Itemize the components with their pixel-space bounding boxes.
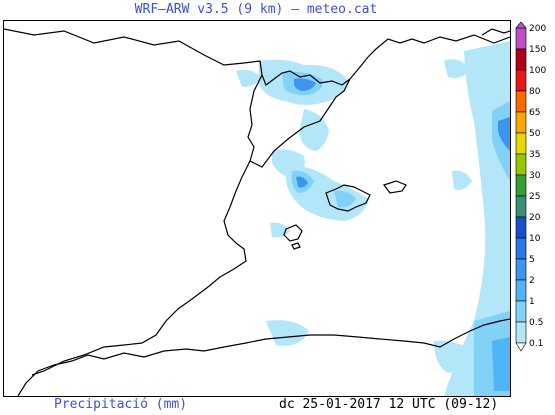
precipitation-legend: 200 150 100 80 65 50 35 30 25 20 10 5 2 1 0.5 0.1 — [514, 20, 554, 376]
legend-label-1: 1 — [529, 297, 535, 307]
legend-label-30: 30 — [529, 171, 541, 181]
precipitation-field — [236, 41, 510, 396]
legend-label-35: 35 — [529, 150, 540, 160]
map-title: WRF—ARW v3.5 (9 km) — meteo.cat — [134, 2, 378, 17]
legend-swatch-5 — [515, 258, 527, 281]
legend-swatch-0.5 — [515, 321, 527, 344]
coastline-spain-southeast — [31, 160, 251, 376]
legend-label-20: 20 — [529, 213, 541, 223]
legend-swatch-1 — [515, 300, 527, 323]
legend-label-150: 150 — [529, 45, 546, 55]
precip-area-southeast-max — [492, 337, 510, 391]
coastlines — [4, 28, 510, 396]
legend-swatch-25 — [515, 195, 527, 218]
legend-swatch-80 — [515, 90, 527, 113]
legend-label-50: 50 — [529, 129, 541, 139]
precip-area-pyrenees-max — [294, 78, 316, 91]
precip-area-east-north — [444, 59, 470, 78]
legend-swatch-50 — [515, 132, 527, 155]
legend-swatch-2 — [515, 279, 527, 302]
legend-bottom-cap — [515, 342, 527, 352]
map-canvas — [4, 28, 510, 396]
legend-label-200: 200 — [529, 24, 546, 34]
variable-label: Precipitació (mm) — [54, 397, 188, 412]
legend-swatch-10 — [515, 237, 527, 260]
coastline-sardinia — [481, 28, 510, 36]
coastline-north-africa — [17, 318, 510, 396]
precipitation-map — [3, 20, 511, 397]
legend-label-80: 80 — [529, 87, 541, 97]
island-mallorca — [325, 184, 371, 212]
precip-area-balearic-max — [296, 176, 308, 188]
coastline-gulf-of-lion — [349, 34, 510, 80]
legend-label-0.5: 0.5 — [529, 318, 543, 328]
legend-swatch-20 — [515, 216, 527, 239]
precip-area-east-edge-max — [498, 117, 510, 151]
coastline-spain-east — [247, 74, 351, 168]
legend-label-0.1: 0.1 — [529, 339, 543, 349]
legend-label-25: 25 — [529, 192, 540, 202]
legend-label-100: 100 — [529, 66, 546, 76]
legend-top-cap — [515, 21, 527, 29]
legend-swatch-35 — [515, 153, 527, 176]
precip-area-southwest — [266, 320, 309, 346]
island-ibiza — [283, 224, 303, 242]
precip-area-ibiza — [270, 222, 290, 238]
legend-label-2: 2 — [529, 276, 535, 286]
precip-area-mallorca — [334, 190, 356, 208]
island-menorca — [383, 180, 407, 194]
island-formentera — [291, 242, 301, 250]
legend-label-10: 10 — [529, 234, 541, 244]
legend-label-65: 65 — [529, 108, 540, 118]
precip-area-east-mid — [452, 170, 472, 190]
legend-swatch-65 — [515, 111, 527, 134]
precip-area-pyrenees-west — [236, 69, 260, 87]
legend-swatch-150 — [515, 48, 527, 71]
coastline-france-spain — [4, 28, 351, 86]
legend-swatch-30 — [515, 174, 527, 197]
precip-area-south-sea — [434, 340, 474, 373]
legend-colorbar: 200 150 100 80 65 50 35 30 25 20 10 5 2 1 0.5 0.1 — [515, 21, 546, 352]
legend-swatch-100 — [515, 69, 527, 92]
legend-label-5: 5 — [529, 255, 535, 265]
validity-label: dc 25-01-2017 12 UTC (09-12) — [279, 397, 499, 412]
legend-swatch-200 — [515, 27, 527, 50]
